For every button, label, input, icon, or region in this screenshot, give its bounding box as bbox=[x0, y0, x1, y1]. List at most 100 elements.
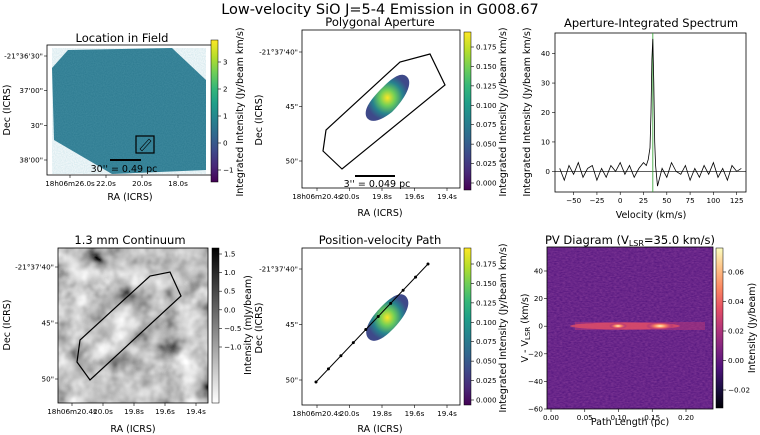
continuum-xtick-label: 18h06m20.4s bbox=[47, 407, 97, 416]
aperture-yticks: -21°37'40" 45" 50" bbox=[259, 48, 302, 166]
spectrum-xtick-label: 50 bbox=[662, 196, 672, 205]
pv-ylabel-main: V - V bbox=[520, 340, 531, 363]
spectrum-xtick-label: 25 bbox=[639, 196, 648, 205]
pvdiagram-cbtick-label: −0.02 bbox=[728, 386, 750, 395]
panel-spectrum-title: Aperture-Integrated Spectrum bbox=[564, 16, 738, 30]
panel-aperture-xlabel: RA (ICRS) bbox=[357, 208, 402, 219]
field-mosaic-noise bbox=[52, 48, 206, 174]
pv-xtick-label: 0.20 bbox=[678, 413, 694, 422]
pv-path-marker bbox=[401, 288, 405, 292]
panel-continuum-title: 1.3 mm Continuum bbox=[74, 233, 185, 247]
pvpath-emission-blob bbox=[366, 294, 409, 341]
pv-path-line bbox=[315, 263, 429, 383]
continuum-cbtick-label: −0.5 bbox=[224, 324, 241, 333]
spectrum-xtick-label: −50 bbox=[566, 196, 582, 205]
panel-continuum-xlabel: RA (ICRS) bbox=[110, 424, 155, 435]
continuum-cbtick-label: −1.0 bbox=[224, 343, 242, 352]
continuum-xtick-label: 19.6s bbox=[155, 407, 175, 416]
pv-path-marker bbox=[326, 367, 330, 371]
panel-spectrum-ylabel: Integrated Intensity (Jy/beam km/s) bbox=[522, 27, 533, 196]
spectrum-xtick-label: 125 bbox=[730, 196, 744, 205]
continuum-cbtick-label: 0.0 bbox=[224, 305, 236, 314]
pv-ytick-label: 0 bbox=[538, 322, 543, 331]
aperture-cbtick-label: 0.050 bbox=[476, 140, 497, 149]
location-ytick-label: 37'00" bbox=[19, 86, 43, 95]
spectrum-series-line bbox=[559, 38, 742, 187]
spectrum-xtick-label: 75 bbox=[686, 196, 695, 205]
location-xtick-label: 20.0s bbox=[132, 179, 152, 188]
location-xtick-label: 18.0s bbox=[168, 179, 188, 188]
pvpath-cbtick-label: 0.125 bbox=[476, 298, 497, 307]
panel-spectrum: Aperture-Integrated Spectrum −50 −25 0 25 50… bbox=[522, 16, 747, 221]
colorbar-pvdiagram-ticks: 0.06 0.04 0.02 0.00 −0.02 bbox=[723, 268, 750, 395]
panel-continuum-frame bbox=[57, 247, 209, 404]
continuum-cbtick-label: 0.5 bbox=[224, 287, 235, 296]
spectrum-ytick-label: 20 bbox=[541, 108, 551, 117]
colorbar-location bbox=[210, 39, 219, 183]
pvpath-cbtick-label: 0.075 bbox=[476, 337, 497, 346]
spectrum-ytick-label: 0 bbox=[545, 167, 550, 176]
pvdiagram-cbtick-label: 0.06 bbox=[728, 268, 744, 277]
panel-location-ylabel: Dec (ICRS) bbox=[2, 85, 13, 136]
pv-xtick-label: 0.00 bbox=[543, 413, 559, 422]
pv-emission-peak bbox=[646, 322, 674, 330]
pv-path-marker bbox=[364, 328, 368, 332]
aperture-xtick-label: 19.4s bbox=[437, 192, 457, 201]
aperture-xtick-label: 18h06m20.4s bbox=[292, 192, 342, 201]
sio-emission-blob bbox=[365, 74, 410, 121]
pv-ytick-label: −60 bbox=[528, 405, 544, 414]
colorbar-pvpath-label: Integrated Intensity (Jy/beam km/s) bbox=[498, 243, 509, 412]
pv-path-marker bbox=[414, 275, 418, 279]
panel-pvpath-xlabel: RA (ICRS) bbox=[357, 424, 402, 435]
colorbar-pvpath bbox=[463, 247, 472, 406]
pvpath-ytick-label: 50" bbox=[286, 376, 298, 385]
pvpath-xtick-label: 20.0s bbox=[340, 409, 360, 418]
pv-xtick-label: 0.05 bbox=[577, 413, 593, 422]
spectrum-ytick-label: 40 bbox=[541, 49, 551, 58]
pv-path-marker bbox=[389, 301, 393, 305]
aperture-cbtick-label: 0.100 bbox=[476, 101, 497, 110]
panel-aperture-ylabel: Dec (ICRS) bbox=[254, 95, 265, 146]
pvpath-xtick-label: 18h06m20.4s bbox=[292, 409, 342, 418]
pv-xticks: 0.00 0.05 0.10 0.15 0.20 bbox=[543, 409, 694, 422]
aperture-cbtick-label: 0.000 bbox=[476, 179, 497, 188]
spectrum-xtick-label: 0 bbox=[618, 196, 623, 205]
aperture-polygon bbox=[322, 53, 446, 170]
pv-ytick-label: 20 bbox=[534, 294, 544, 303]
colorbar-location-ticks: 3 2 1 0 −1 bbox=[218, 58, 234, 175]
colorbar-continuum-label: Intensity (mJy/beam) bbox=[243, 275, 254, 375]
location-cbtick-label: −1 bbox=[223, 166, 234, 175]
continuum-ytick-label: 45" bbox=[42, 319, 54, 328]
pvpath-cbtick-label: 0.175 bbox=[476, 260, 497, 269]
aperture-cbtick-label: 0.075 bbox=[476, 120, 497, 129]
panel-pvdiagram-frame bbox=[546, 246, 714, 410]
spectrum-xtick-label: 100 bbox=[707, 196, 721, 205]
figure-suptitle: Low-velocity SiO J=5-4 Emission in G008.… bbox=[221, 2, 539, 18]
colorbar-pvdiagram-label: Intensity (Jy/beam) bbox=[747, 283, 758, 373]
location-xtick-label: 22.0s bbox=[96, 179, 116, 188]
pv-title-suffix: =35.0 km/s) bbox=[644, 233, 715, 247]
panel-continuum-ylabel: Dec (ICRS) bbox=[2, 300, 13, 351]
pv-ytick-label: −20 bbox=[528, 349, 544, 358]
location-ytick-label: 38'00" bbox=[19, 156, 43, 165]
panel-pvdiagram-xlabel: Path Length (pc) bbox=[591, 417, 669, 428]
aperture-xtick-label: 19.8s bbox=[372, 192, 392, 201]
pvpath-path bbox=[314, 262, 430, 384]
pv-path-marker bbox=[314, 380, 318, 384]
location-cbtick-label: 3 bbox=[223, 58, 228, 67]
aperture-cbtick-label: 0.175 bbox=[476, 43, 497, 52]
continuum-ytick-label: -21°37'40" bbox=[15, 263, 54, 272]
pv-ytick-label: 40 bbox=[534, 267, 544, 276]
pv-path-marker bbox=[376, 314, 380, 318]
location-ytick-label: -21°36'30" bbox=[4, 52, 43, 61]
pv-xtick-label: 0.15 bbox=[644, 413, 660, 422]
colorbar-location-label: Integrated Intensity (Jy/beam km/s) bbox=[235, 27, 246, 196]
spectrum-ytick-label: 30 bbox=[541, 79, 551, 88]
location-ytick-label: 30" bbox=[31, 121, 43, 130]
continuum-xtick-label: 20.0s bbox=[93, 407, 113, 416]
pvpath-xtick-label: 19.6s bbox=[405, 409, 425, 418]
